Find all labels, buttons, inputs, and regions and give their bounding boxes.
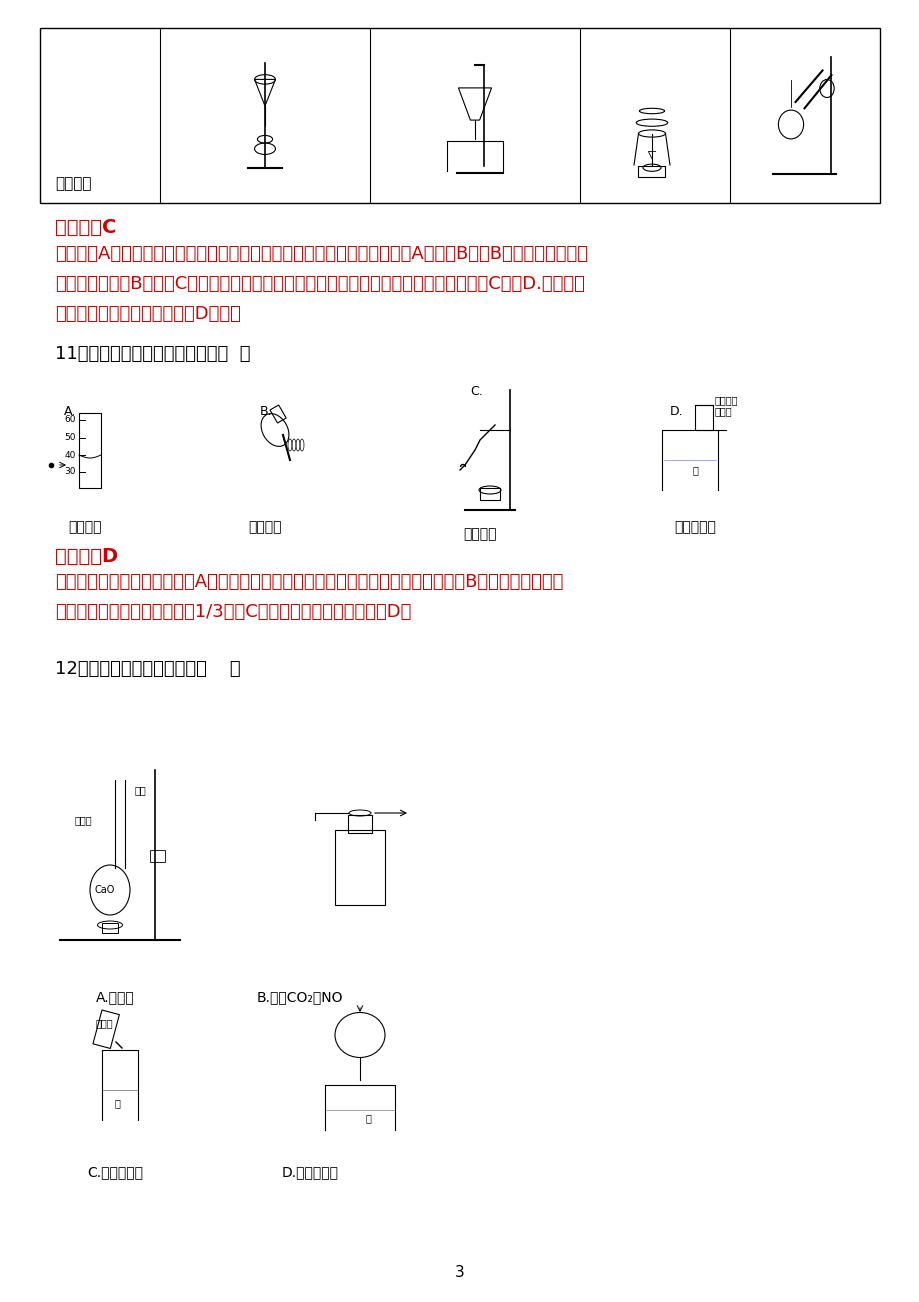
Text: D.氨气的吸收: D.氨气的吸收 [281,1165,338,1180]
Bar [79,413,101,488]
Text: 倾倒液体: 倾倒液体 [248,519,281,534]
Bar [269,405,286,423]
Text: 浓硫酸: 浓硫酸 [96,1018,114,1029]
Text: 实验装置: 实验装置 [55,176,91,191]
Text: 不断搅拌: 不断搅拌 [714,395,738,405]
Bar [93,1010,119,1048]
Text: C.: C. [470,385,482,398]
Text: 【解析】A．萃取和分液使用的主要仪器是分液漏斗，与图示装置相同，故A不选；B．图B装置为过滤装置，: 【解析】A．萃取和分液使用的主要仪器是分液漏斗，与图示装置相同，故A不选；B．图… [55,245,587,263]
Text: 棉花: 棉花 [135,785,147,796]
Text: CaO: CaO [95,885,115,894]
Bar [638,165,664,177]
Text: 40: 40 [64,450,76,460]
Text: 水: 水 [692,465,698,475]
Text: 水: 水 [114,1098,119,1108]
Text: 水: 水 [365,1113,370,1124]
Text: D.: D. [669,405,683,418]
Text: B.收集CO₂或NO: B.收集CO₂或NO [256,990,343,1004]
Text: B.: B. [260,405,272,418]
Bar [102,923,118,934]
Text: 稀释浓硫酸: 稀释浓硫酸 [674,519,715,534]
Text: 热时，铁夹应该加在离试管口1/3处，C不正确。所以正确的答案选D。: 热时，铁夹应该加在离试管口1/3处，C不正确。所以正确的答案选D。 [55,603,411,621]
Text: A.: A. [64,405,76,418]
Text: 30: 30 [64,467,76,477]
Text: 液氨水: 液氨水 [75,815,93,825]
Text: 浓硫酸: 浓硫酸 [714,406,732,417]
Text: C.配制稀硫酸: C.配制稀硫酸 [87,1165,142,1180]
Text: 加热固体: 加热固体 [463,527,496,542]
Text: 12．下列实验操作正确的是（    ）: 12．下列实验操作正确的是（ ） [55,660,241,678]
Text: 3: 3 [455,1266,464,1280]
Text: 【答案】C: 【答案】C [55,217,116,237]
Text: 为蒸馏装置，与描述相符，故D不选。: 为蒸馏装置，与描述相符，故D不选。 [55,305,241,323]
Bar [150,850,165,862]
Bar [335,829,384,905]
Bar [480,488,499,500]
Text: A.制氨气: A.制氨气 [96,990,134,1004]
Text: 与描述相符，故B不选；C．蒸发使用的仪器是蒸发皿，不使用坩埚，装置与描述不符，故C选；D.图示装置: 与描述相符，故B不选；C．蒸发使用的仪器是蒸发皿，不使用坩埚，装置与描述不符，故… [55,275,584,293]
Text: 量筒读数: 量筒读数 [68,519,102,534]
Bar [694,405,712,430]
Text: 50: 50 [64,434,76,443]
Text: 60: 60 [64,415,76,424]
Text: 【解析】读数时应该时平视，A不正确。倾倒液体，试剂瓶的瓶塞应该正放在桌面上，B不正确。给试管加: 【解析】读数时应该时平视，A不正确。倾倒液体，试剂瓶的瓶塞应该正放在桌面上，B不… [55,573,562,591]
Text: 【答案】D: 【答案】D [55,547,118,566]
Text: 11．下列实验操作中，正确的是（  ）: 11．下列实验操作中，正确的是（ ） [55,345,250,363]
FancyBboxPatch shape [40,29,879,203]
Bar [347,815,371,833]
